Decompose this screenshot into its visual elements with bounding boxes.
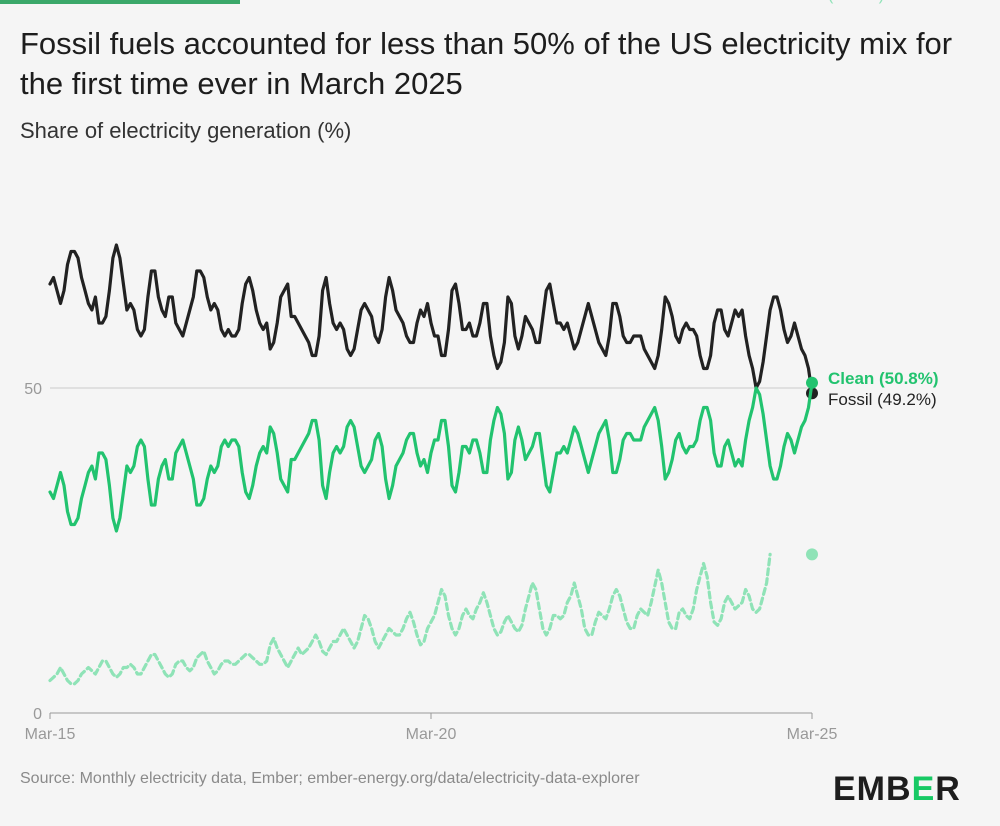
fossil-line — [48, 243, 814, 395]
wind-solar-end-label-line2: (24.4%) — [828, 0, 884, 4]
chart-title: Fossil fuels accounted for less than 50%… — [20, 26, 953, 101]
chart-lines — [48, 243, 818, 686]
ember-logo: EMBER — [833, 770, 961, 809]
y-tick-label: 0 — [33, 706, 42, 723]
x-tick-label: Mar-25 — [787, 726, 838, 743]
chart-labels: 0 50 Mar-15 Mar-20 Mar-25 Clean (50.8%) Fossil… — [24, 0, 938, 743]
logo-text-a: EMB — [833, 770, 912, 808]
y-tick-label: 50 — [24, 381, 42, 398]
logo-text-c: R — [935, 770, 961, 808]
clean-end-label: Clean (50.8%) — [828, 369, 939, 388]
chart-subtitle: Share of electricity generation (%) — [20, 118, 352, 143]
clean-line-end-marker — [806, 376, 818, 389]
source-note: Source: Monthly electricity data, Ember;… — [20, 770, 640, 787]
wind-solar-end-label-line1: Wind and solar — [828, 0, 935, 4]
fossil-end-label: Fossil (49.2%) — [828, 390, 937, 409]
x-tick-label: Mar-15 — [25, 726, 76, 743]
chart-grid — [49, 387, 813, 719]
top-accent-bar — [0, 0, 240, 4]
wind-solar-line — [48, 552, 772, 686]
x-tick-label: Mar-20 — [406, 726, 457, 743]
wind-solar-line-end-marker — [806, 548, 818, 561]
logo-text-b: E — [911, 770, 936, 808]
clean-line — [48, 381, 814, 533]
